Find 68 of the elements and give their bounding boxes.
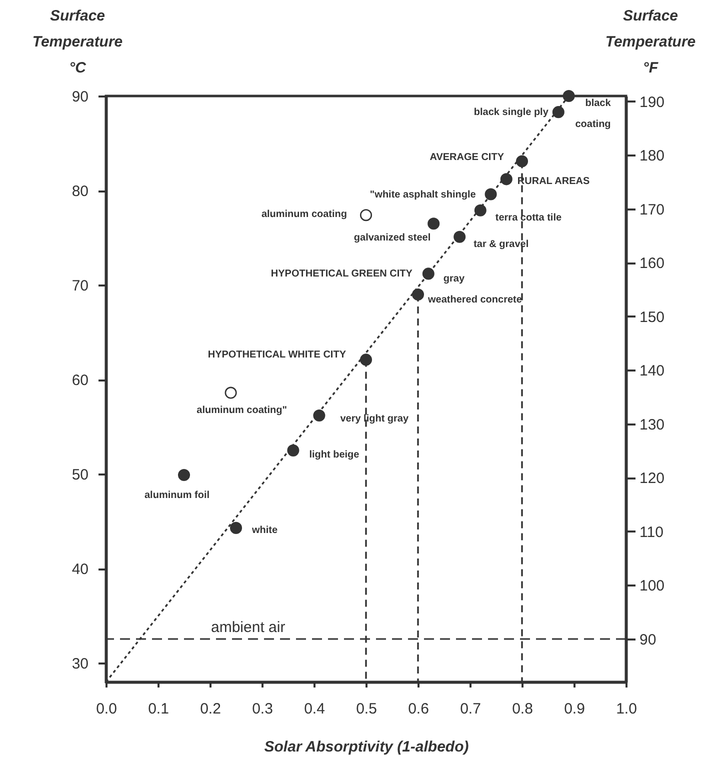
y2-tick-label: 130 [640, 416, 665, 434]
y2-tick-label: 120 [640, 470, 665, 488]
point [313, 409, 326, 422]
point [230, 522, 242, 534]
y-tick-label: 40 [72, 561, 88, 578]
y-tick-label: 90 [72, 88, 88, 106]
x-tick-label: 0.5 [356, 700, 377, 718]
x-tick-label: 0.4 [304, 700, 325, 718]
x-tick-label: 0.1 [148, 700, 169, 718]
annotation: AVERAGE CITY [430, 152, 504, 164]
x-tick-label: 0.3 [252, 700, 273, 718]
annotation: very light gray [340, 413, 409, 424]
point [562, 90, 575, 102]
annotation: black coating [575, 98, 612, 130]
x-tick-label: 0.6 [408, 700, 429, 718]
annotation: HYPOTHETICAL GREEN CITY [270, 268, 413, 280]
annotation: white [251, 524, 278, 536]
y-tick-label: 70 [72, 278, 88, 295]
point [552, 106, 564, 118]
annotation: black single ply [474, 107, 549, 118]
annotation: HYPOTHETICAL WHITE CITY [208, 350, 346, 361]
point [287, 444, 300, 456]
annotation: galvanized steel [354, 232, 431, 244]
annotation: gray [443, 274, 465, 285]
point [412, 288, 424, 300]
x-tick-label: 1.0 [616, 700, 637, 718]
x-axis-title: Solar Absorptivity (1-albedo) [264, 738, 469, 756]
y-tick-label: 30 [72, 656, 88, 673]
y2-tick-label: 170 [640, 201, 665, 218]
y2-axis-title: Surface Temperature °F [605, 8, 696, 76]
y-tick-label: 50 [72, 466, 88, 484]
point [360, 354, 372, 366]
y2-tick-label: 150 [640, 308, 665, 326]
point [500, 173, 512, 186]
x-tick-label: 0.9 [564, 700, 585, 718]
point [422, 268, 434, 280]
y2-tick-label: 90 [640, 631, 656, 648]
x-tick-label: 0.8 [512, 700, 533, 718]
y-tick-label: 80 [72, 183, 88, 200]
annotation: tar & gravel [474, 238, 529, 250]
point [360, 209, 372, 222]
point [178, 469, 190, 482]
y2-tick-label: 190 [640, 94, 665, 111]
annotation: aluminum coating" [196, 404, 288, 416]
annotation: "white asphalt shingle [370, 189, 476, 200]
annotation: light beige [309, 449, 360, 460]
y2-tick-label: 180 [640, 148, 665, 165]
point [428, 218, 440, 230]
point [516, 155, 528, 168]
y2-tick-label: 100 [640, 578, 665, 595]
annotation: RURAL AREAS [517, 176, 590, 188]
x-tick-label: 0.0 [96, 700, 117, 718]
y-axis-title: Surface Temperature °C [32, 8, 123, 76]
y2-tick-label: 110 [640, 524, 664, 541]
point [484, 188, 497, 200]
annotation: aluminum foil [144, 490, 210, 502]
annotation: aluminum coating [261, 209, 347, 220]
annotation: terra cotta tile [495, 212, 562, 224]
y-tick-label: 60 [72, 372, 88, 390]
x-tick-label: 0.2 [200, 700, 221, 718]
y2-tick-label: 140 [640, 362, 665, 380]
point [454, 230, 466, 243]
ref-line-label: ambient air [211, 618, 286, 636]
point [224, 386, 237, 399]
x-tick-label: 0.7 [460, 700, 481, 718]
y2-tick-label: 160 [640, 255, 665, 272]
annotation: weathered concrete [427, 294, 522, 306]
point [474, 204, 486, 216]
